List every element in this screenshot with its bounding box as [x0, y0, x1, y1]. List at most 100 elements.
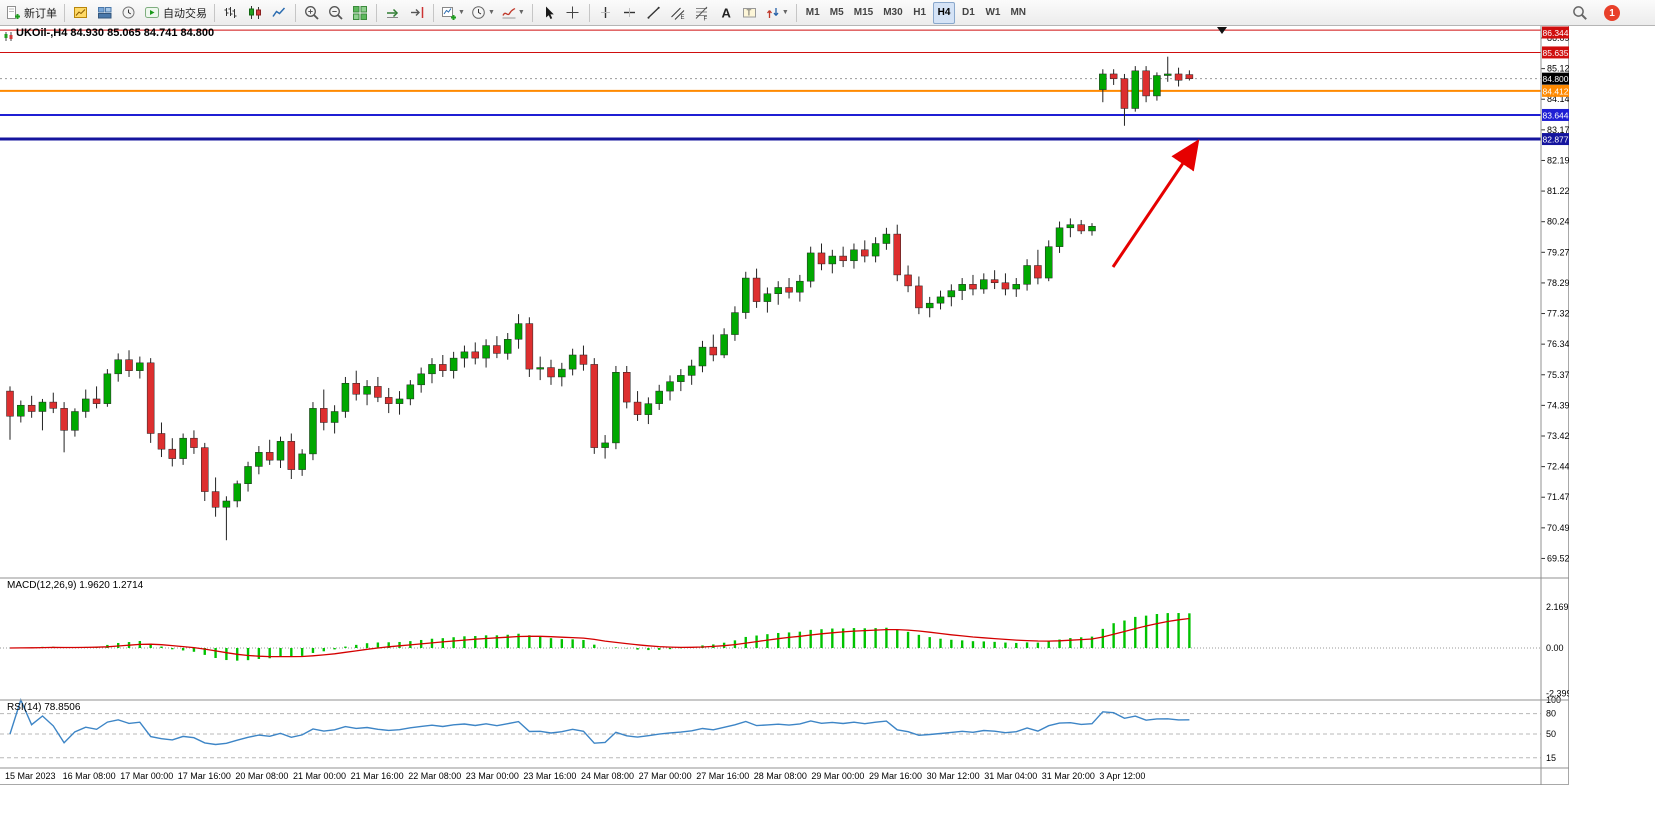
- price-tick-label: 74.395: [1547, 400, 1569, 410]
- time-axis-label: 27 Mar 00:00: [639, 771, 692, 781]
- candlesticks: [6, 56, 1194, 541]
- svg-text:85.635: 85.635: [1543, 48, 1569, 58]
- horizontal-line-icon: [622, 5, 638, 21]
- zoom-out-icon: [328, 5, 344, 21]
- timeframe-m1-button[interactable]: M1: [805, 7, 820, 18]
- notification-badge[interactable]: 1: [1604, 5, 1620, 21]
- cursor-button[interactable]: [538, 2, 560, 24]
- svg-text:84.800: 84.800: [1543, 74, 1569, 84]
- price-tick-label: 83.170: [1547, 125, 1569, 135]
- timeframe-h4-button[interactable]: H4: [932, 1, 956, 24]
- toolbar-separator: [795, 3, 797, 22]
- time-axis[interactable]: 15 Mar 2023 16 Mar 08:00 17 Mar 00:00 17 Ma…: [5, 771, 1145, 781]
- price-tick-label: 75.370: [1547, 370, 1569, 380]
- vertical-line-icon: [598, 5, 614, 21]
- vertical-line-button[interactable]: [595, 2, 617, 24]
- tile-windows-button[interactable]: [349, 2, 371, 24]
- time-axis-label: 22 Mar 08:00: [408, 771, 461, 781]
- price-tick-label: 69.520: [1547, 553, 1569, 563]
- new-order-button[interactable]: 新订单: [3, 2, 59, 24]
- time-axis-label: 15 Mar 2023: [5, 771, 56, 781]
- svg-text:F: F: [703, 16, 707, 21]
- time-axis-label: 17 Mar 00:00: [120, 771, 173, 781]
- macd-scale-label: 0.00: [1546, 643, 1564, 653]
- terminal-button[interactable]: [118, 2, 140, 24]
- bar-chart-button[interactable]: [220, 2, 242, 24]
- market-watch-button[interactable]: [70, 2, 92, 24]
- charts-icon: [73, 5, 89, 21]
- price-tick-label: 70.495: [1547, 523, 1569, 533]
- timeframe-m5-button[interactable]: M5: [829, 7, 844, 18]
- text-label-icon: T: [742, 5, 758, 21]
- zoom-in-icon: [304, 5, 320, 21]
- chevron-down-icon: ▼: [487, 9, 495, 16]
- toolbar-separator: [531, 3, 533, 22]
- toolbar-separator: [295, 3, 296, 22]
- equidistant-channel-button[interactable]: E: [667, 2, 689, 24]
- trend-arrow[interactable]: [1111, 139, 1200, 268]
- text-label-button[interactable]: T: [739, 2, 761, 24]
- timeframe-mn-button[interactable]: MN: [1010, 7, 1027, 18]
- timeframe-m15-button[interactable]: M15: [853, 7, 874, 18]
- time-axis-label: 17 Mar 16:00: [178, 771, 231, 781]
- zoom-in-button[interactable]: [301, 2, 323, 24]
- macd-histogram: [19, 613, 1191, 661]
- time-axis-label: 23 Mar 16:00: [523, 771, 576, 781]
- time-axis-label: 20 Mar 08:00: [235, 771, 288, 781]
- candle-chart-icon: [247, 5, 263, 21]
- level-price-box-84.412: [1542, 84, 1569, 97]
- chart-shift-button[interactable]: [406, 2, 428, 24]
- toolbar-separator: [588, 3, 590, 22]
- indicators-button[interactable]: ▼: [499, 2, 527, 24]
- channel-icon: E: [670, 5, 686, 21]
- macd-label: MACD(12,26,9) 1.9620 1.2714: [7, 580, 144, 591]
- trendline-button[interactable]: [643, 2, 665, 24]
- auto-scroll-button[interactable]: [382, 2, 404, 24]
- macd-panel[interactable]: 2.1697 0.00 -2.3992: [0, 602, 1569, 699]
- price-tick-label: 80.245: [1547, 217, 1569, 227]
- down-triangle-marker[interactable]: [1217, 27, 1227, 34]
- price-tick-label: 76.345: [1547, 339, 1569, 349]
- svg-text:T: T: [746, 8, 751, 17]
- zoom-out-button[interactable]: [325, 2, 347, 24]
- timeframe-m30-button[interactable]: M30: [883, 7, 903, 18]
- fibonacci-icon: F: [694, 5, 710, 21]
- timeframe-w1-button[interactable]: W1: [985, 7, 1001, 18]
- toolbar-separator: [433, 3, 434, 22]
- chart-canvas[interactable]: 2.16970.00-2.3992100805015 86.09585.12084…: [0, 26, 1569, 785]
- timeframe-h1-button[interactable]: H1: [913, 7, 927, 18]
- time-axis-label: 21 Mar 00:00: [293, 771, 346, 781]
- time-axis-label: 29 Mar 00:00: [811, 771, 864, 781]
- horizontal-line-button[interactable]: [619, 2, 641, 24]
- candlestick-chart-button[interactable]: [244, 2, 266, 24]
- chart-menu-icon[interactable]: [3, 29, 14, 41]
- new-chart-button[interactable]: ▼: [439, 2, 467, 24]
- price-tick-label: 73.420: [1547, 431, 1569, 441]
- main-price-pane[interactable]: [0, 27, 1541, 541]
- chart-window[interactable]: 2.16970.00-2.3992100805015 86.09585.12084…: [0, 26, 1569, 785]
- time-axis-label: 24 Mar 08:00: [581, 771, 634, 781]
- periods-icon: [471, 5, 487, 21]
- timeframe-d1-button[interactable]: D1: [962, 7, 975, 18]
- text-button[interactable]: A: [715, 2, 737, 24]
- arrows-button[interactable]: ▼: [763, 2, 791, 24]
- periods-button[interactable]: ▼: [469, 2, 497, 24]
- fibonacci-button[interactable]: F: [691, 2, 713, 24]
- crosshair-button[interactable]: [562, 2, 584, 24]
- auto-trading-button[interactable]: 自动交易: [142, 2, 209, 24]
- text-icon: A: [718, 5, 734, 21]
- profiles-icon: [97, 5, 113, 21]
- level-price-box-85.635: [1542, 46, 1569, 59]
- tile-windows-icon: [352, 5, 368, 21]
- time-axis-label: 21 Mar 16:00: [351, 771, 404, 781]
- level-price-box-83.644: [1542, 108, 1569, 121]
- data-window-button[interactable]: [94, 2, 116, 24]
- line-chart-button[interactable]: [268, 2, 290, 24]
- time-axis-label: 30 Mar 12:00: [927, 771, 980, 781]
- bar-chart-icon: [223, 5, 239, 21]
- search-icon[interactable]: [1569, 2, 1591, 24]
- chevron-down-icon: ▼: [517, 9, 525, 16]
- toolbar-right: 1: [1568, 0, 1620, 26]
- price-axis[interactable]: 86.09585.12084.14583.17082.19581.22080.2…: [1541, 26, 1569, 564]
